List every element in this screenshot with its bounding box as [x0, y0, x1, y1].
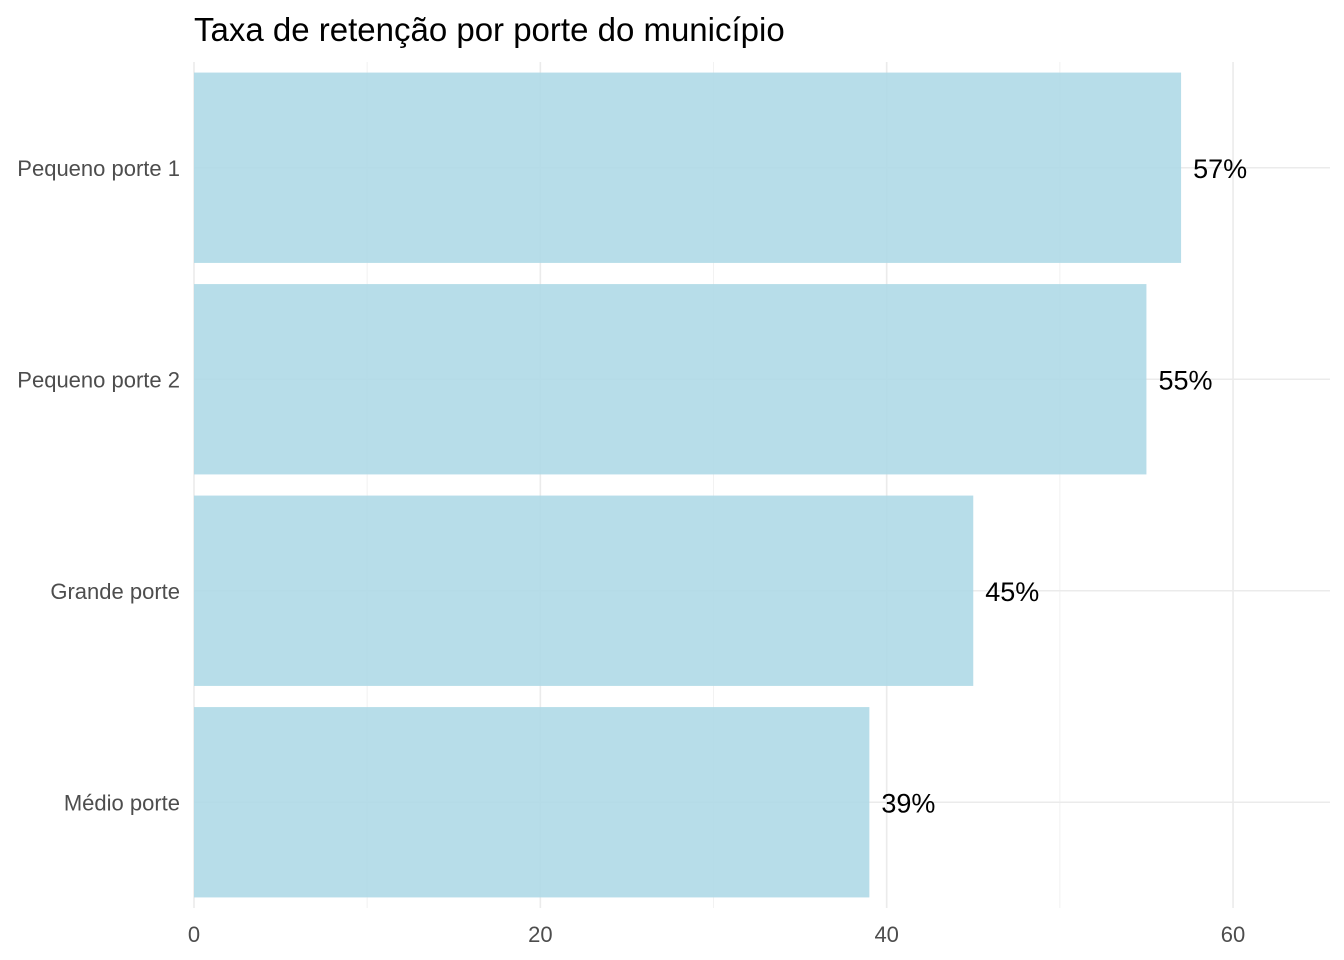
data-label: 55% — [1158, 365, 1212, 395]
data-label: 57% — [1193, 154, 1247, 184]
bars — [194, 72, 1182, 898]
data-label: 39% — [881, 788, 935, 818]
x-tick-label: 0 — [188, 922, 200, 947]
bar — [194, 72, 1182, 263]
x-tick-label: 40 — [874, 922, 898, 947]
data-label: 45% — [985, 577, 1039, 607]
category-label: Grande porte — [50, 579, 180, 604]
category-label: Pequeno porte 1 — [17, 156, 180, 181]
x-tick-label: 60 — [1221, 922, 1245, 947]
chart-title: Taxa de retenção por porte do município — [194, 11, 785, 48]
category-label: Médio porte — [64, 790, 180, 815]
category-labels: Pequeno porte 1 Pequeno porte 2 Grande por… — [17, 156, 180, 816]
bar — [194, 707, 870, 898]
bar — [194, 495, 974, 686]
category-label: Pequeno porte 2 — [17, 367, 180, 392]
data-labels: 57% 55% 45% 39% — [881, 154, 1247, 819]
x-tick-label: 20 — [528, 922, 552, 947]
x-axis-ticks: 0 20 40 60 — [188, 922, 1245, 947]
bar — [194, 284, 1147, 475]
